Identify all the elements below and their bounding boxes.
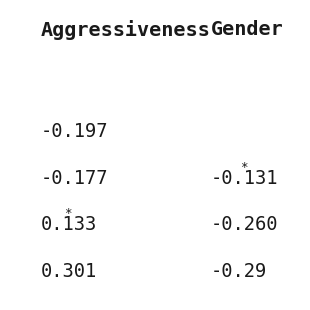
Text: Aggressiveness: Aggressiveness [40,20,210,40]
Text: -0.177: -0.177 [40,169,108,188]
Text: -0.29: -0.29 [211,262,267,281]
Text: -0.197: -0.197 [40,122,108,141]
Text: *: * [64,207,72,220]
Text: -0.260: -0.260 [211,215,278,234]
Text: 0.301: 0.301 [40,262,96,281]
Text: -0.131: -0.131 [211,169,278,188]
Text: 0.133: 0.133 [40,215,96,234]
Text: Gender: Gender [211,20,284,39]
Text: *: * [240,161,247,174]
